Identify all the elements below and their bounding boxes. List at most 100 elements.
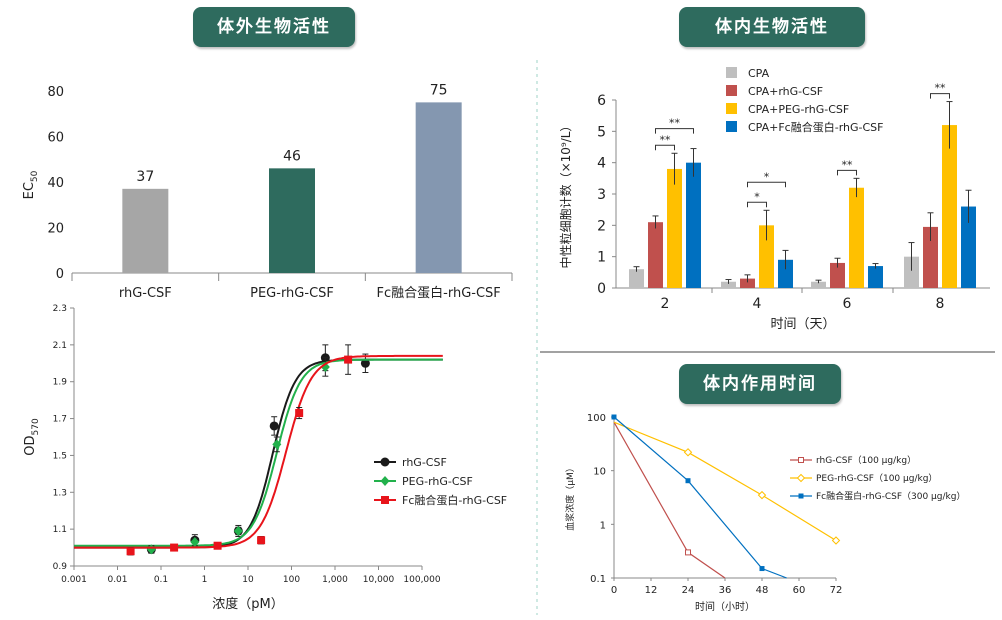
- pk-series-line: [613, 421, 837, 542]
- ec50-y-tick: 0: [56, 267, 64, 282]
- ec50-category-label: rhG-CSF: [119, 286, 172, 301]
- od-y-tick: 1.7: [53, 415, 67, 425]
- od-legend-label: PEG-rhG-CSF: [402, 475, 473, 488]
- neu-y-tick: 3: [597, 187, 606, 203]
- pk-legend-label: rhG-CSF（100 μg/kg）: [816, 455, 916, 466]
- pk-x-tick: 72: [830, 585, 843, 596]
- od-fit-curve: [74, 358, 443, 549]
- pk-legend-label: PEG-rhG-CSF（100 μg/kg）: [816, 473, 937, 484]
- neu-bar: [629, 269, 644, 288]
- ec50-value-label: 46: [283, 148, 301, 164]
- neu-bar: [648, 222, 663, 288]
- pk-data-point: [798, 493, 804, 499]
- neu-bar: [721, 281, 736, 288]
- od-y-tick: 0.9: [53, 562, 68, 572]
- neu-legend-swatch: [726, 85, 737, 96]
- od-fit-curve: [74, 358, 443, 547]
- od-data-point: [360, 358, 370, 368]
- pk-x-tick: 12: [645, 585, 658, 596]
- od-legend-marker: [380, 476, 390, 486]
- pk-x-tick: 48: [756, 585, 769, 596]
- ec50-value-label: 37: [136, 169, 154, 185]
- ec50-y-tick: 60: [47, 131, 64, 146]
- neu-bar: [942, 125, 957, 288]
- neu-bar: [740, 278, 755, 288]
- ec50-y-tick: 80: [47, 85, 64, 100]
- pk-x-tick: 36: [719, 585, 732, 596]
- od-x-label: 浓度（pM）: [212, 596, 283, 612]
- od-data-point: [295, 409, 304, 418]
- od-legend-label: rhG-CSF: [402, 456, 447, 469]
- pk-x-tick: 0: [611, 585, 617, 596]
- duration-banner: 体内作用时间: [679, 364, 841, 404]
- in-vivo-banner: 体内生物活性: [679, 7, 865, 47]
- neu-y-tick: 4: [597, 156, 606, 172]
- neu-legend-swatch: [726, 67, 737, 78]
- od-x-tick: 0.1: [154, 575, 168, 585]
- neu-bar: [830, 262, 845, 288]
- od-data-point: [126, 547, 135, 556]
- pk-data-point: [796, 473, 806, 483]
- neu-legend-label: CPA+rhG-CSF: [748, 85, 823, 98]
- neu-bar: [686, 162, 701, 288]
- od-y-tick: 1.1: [53, 525, 67, 535]
- neu-bar: [849, 187, 864, 288]
- od-data-point: [213, 541, 222, 550]
- pk-series-line: [613, 421, 726, 579]
- neu-bar: [759, 225, 774, 288]
- neu-legend-label: CPA+PEG-rhG-CSF: [748, 103, 849, 116]
- pk-data-point: [759, 566, 765, 572]
- neu-bar: [904, 256, 919, 288]
- neu-significance-bracket: [747, 181, 786, 188]
- neu-significance-mark: **: [935, 82, 947, 95]
- pk-x-tick: 24: [682, 585, 695, 596]
- od-y-tick: 2.1: [53, 341, 67, 351]
- od-legend-label: Fc融合蛋白-rhG-CSF: [402, 493, 507, 507]
- neu-legend-label: CPA+Fc融合蛋白-rhG-CSF: [748, 120, 883, 134]
- od-data-point: [170, 543, 179, 552]
- pk-y-tick: 1: [600, 520, 606, 531]
- od-data-point: [272, 439, 282, 450]
- ec50-chart: 0 20 40 60 80 EC50 37 rhG-CSF 46 PEG-rhG-CSF 75 Fc融…: [22, 82, 513, 301]
- ec50-category-label: PEG-rhG-CSF: [250, 286, 334, 301]
- pk-data-point: [798, 457, 804, 463]
- neu-legend-swatch: [726, 121, 737, 132]
- od-x-tick: 0.01: [107, 575, 127, 585]
- od-x-tick: 1,000: [322, 575, 348, 585]
- neu-x-label: 时间（天）: [770, 317, 835, 332]
- ec50-bar: [269, 168, 315, 273]
- neu-y-tick: 1: [597, 250, 606, 266]
- neu-bar: [961, 206, 976, 288]
- ec50-bar: [122, 188, 169, 273]
- neu-significance-mark: **: [660, 133, 672, 146]
- neu-y-tick: 6: [597, 93, 606, 109]
- neu-significance-mark: **: [842, 158, 854, 171]
- neu-bar: [868, 266, 883, 288]
- neu-y-tick: 0: [597, 281, 606, 297]
- od-x-tick: 10,000: [363, 575, 395, 585]
- neu-category-label: 8: [936, 296, 945, 312]
- od-data-point: [257, 536, 266, 545]
- od-data-point: [269, 421, 279, 431]
- pk-chart: 0.1 1 10 100 0 12 24 36 48 60 72 时间（小时） 血浆浓度（μM） rhG-…: [564, 413, 965, 613]
- neu-legend-label: CPA: [748, 67, 770, 80]
- ec50-y-label: EC50: [22, 170, 40, 199]
- pk-y-tick: 100: [587, 413, 606, 424]
- neu-category-label: 4: [753, 296, 762, 312]
- od-fit-curve: [74, 354, 443, 549]
- pk-data-point: [683, 448, 693, 457]
- od-data-point: [344, 355, 353, 364]
- ec50-bar: [415, 102, 462, 273]
- pk-data-point: [831, 536, 841, 545]
- od-y-tick: 1.3: [53, 488, 67, 498]
- ec50-value-label: 75: [430, 82, 448, 98]
- pk-data-point: [611, 414, 617, 420]
- neu-y-tick: 5: [597, 124, 606, 140]
- pk-y-tick: 10: [593, 467, 606, 478]
- od-y-tick: 2.3: [53, 304, 67, 314]
- neu-significance-mark: *: [764, 170, 770, 183]
- pk-x-tick: 60: [793, 585, 806, 596]
- in-vitro-banner: 体外生物活性: [193, 7, 355, 47]
